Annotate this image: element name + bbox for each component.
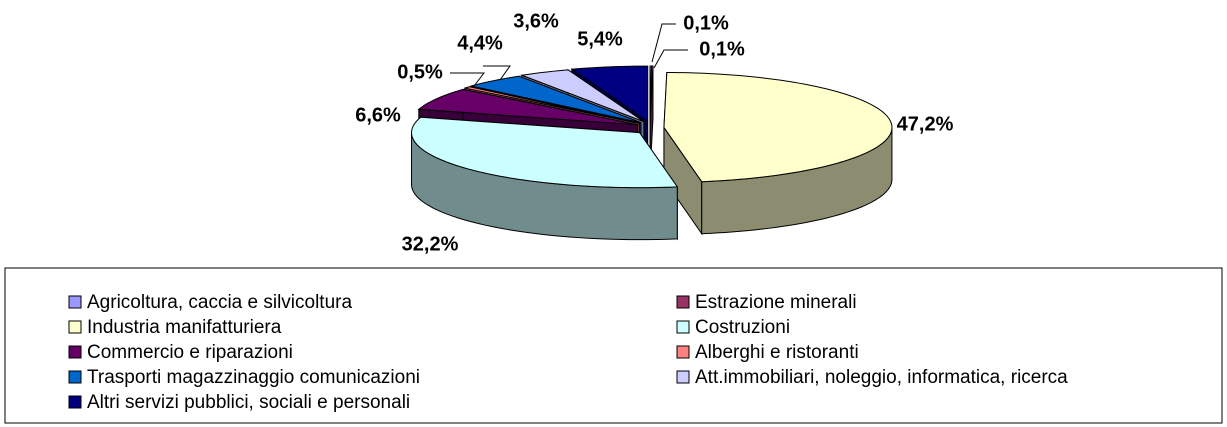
legend-label: Altri servizi pubblici, sociali e person… bbox=[87, 392, 410, 413]
data-label: 0,1% bbox=[683, 12, 729, 34]
legend-label: Att.immobiliari, noleggio, informatica, … bbox=[695, 367, 1068, 388]
leader-line bbox=[651, 23, 676, 63]
data-label: 0,5% bbox=[397, 61, 443, 83]
data-label: 4,4% bbox=[457, 32, 503, 54]
pie-slice bbox=[411, 116, 679, 241]
legend-label: Industria manifatturiera bbox=[87, 317, 282, 338]
legend-swatch bbox=[676, 320, 690, 334]
legend-swatch bbox=[68, 395, 82, 409]
data-label: 0,1% bbox=[699, 38, 745, 60]
slice-top bbox=[464, 86, 640, 124]
slice-top bbox=[570, 65, 649, 123]
slice-top bbox=[663, 71, 893, 183]
legend-box bbox=[4, 267, 1223, 424]
legend-label: Alberghi e ristoranti bbox=[695, 342, 859, 363]
legend-swatch bbox=[676, 370, 690, 384]
legend-swatch bbox=[68, 295, 82, 309]
data-label: 32,2% bbox=[402, 233, 459, 255]
legend-swatch bbox=[676, 295, 690, 309]
slice-top bbox=[411, 116, 679, 189]
leader-line bbox=[483, 65, 511, 81]
leader-line bbox=[450, 72, 486, 87]
legend-label: Costruzioni bbox=[695, 317, 790, 338]
data-label: 47,2% bbox=[897, 113, 954, 135]
legend-swatch bbox=[676, 345, 690, 359]
legend-swatch bbox=[68, 370, 82, 384]
legend-label: Agricoltura, caccia e silvicoltura bbox=[87, 292, 352, 313]
legend-swatch bbox=[68, 320, 82, 334]
slice-top bbox=[470, 75, 642, 124]
slice-top bbox=[417, 88, 638, 126]
legend-swatch bbox=[68, 345, 82, 359]
pie-slice bbox=[663, 71, 893, 236]
legend-label: Estrazione minerali bbox=[695, 292, 857, 313]
leader-line bbox=[653, 49, 688, 69]
slice-top bbox=[519, 69, 645, 123]
legend-label: Trasporti magazzinaggio comunicazioni bbox=[87, 367, 420, 388]
data-label: 6,6% bbox=[355, 104, 401, 126]
data-label: 3,6% bbox=[513, 10, 559, 32]
legend-label: Commercio e riparazioni bbox=[87, 342, 293, 363]
slice-top bbox=[649, 65, 654, 122]
data-label: 5,4% bbox=[577, 28, 623, 50]
